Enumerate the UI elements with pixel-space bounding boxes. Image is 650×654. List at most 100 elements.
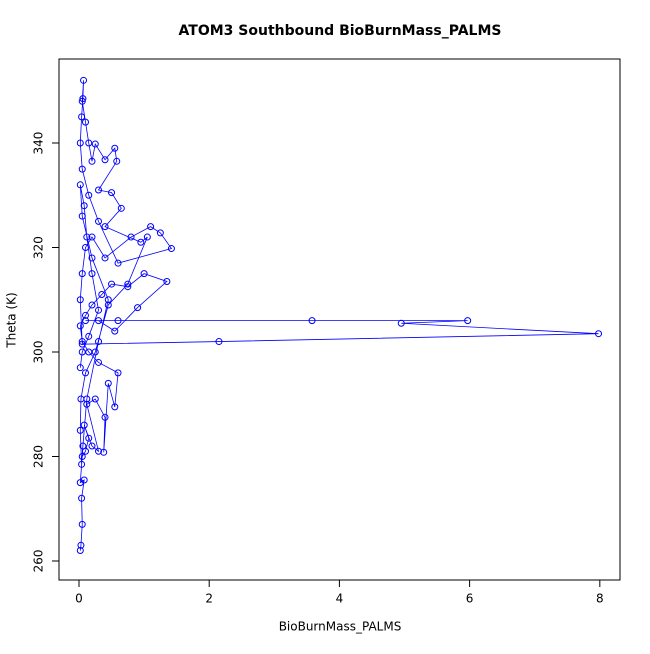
data-point — [308, 317, 316, 325]
data-point — [464, 317, 472, 325]
data-point — [114, 259, 122, 267]
data-point — [88, 254, 96, 262]
data-point — [78, 97, 86, 105]
data-point — [95, 317, 103, 325]
data-point — [78, 165, 86, 173]
data-point — [78, 338, 86, 346]
data-point — [111, 327, 119, 335]
data-point — [88, 157, 96, 165]
data-point — [100, 448, 108, 456]
data-point — [147, 223, 155, 231]
data-point — [78, 113, 86, 121]
data-point — [78, 520, 86, 528]
data-point — [397, 319, 405, 327]
data-point — [85, 139, 93, 147]
data-point — [81, 317, 89, 325]
data-point — [98, 291, 106, 299]
y-tick-label: 300 — [32, 341, 46, 364]
data-point — [80, 202, 88, 210]
data-point — [85, 332, 93, 340]
data-point — [76, 364, 84, 372]
data-point — [140, 270, 148, 278]
data-point — [95, 306, 103, 314]
data-point — [81, 311, 89, 319]
data-point — [215, 338, 223, 346]
y-tick-label: 260 — [32, 550, 46, 573]
data-point — [95, 186, 103, 194]
data-point — [78, 340, 86, 348]
data-point — [78, 460, 86, 468]
data-point — [76, 296, 84, 304]
data-point — [78, 212, 86, 220]
x-axis-label: BioBurnMass_PALMS — [279, 620, 402, 634]
data-point — [88, 233, 96, 241]
data-point — [85, 348, 93, 356]
x-tick-label: 0 — [75, 592, 83, 606]
chart-title: ATOM3 Southbound BioBurnMass_PALMS — [179, 23, 502, 39]
x-tick-label: 6 — [466, 592, 474, 606]
data-point — [595, 330, 603, 338]
data-point — [101, 156, 109, 164]
data-point — [108, 189, 116, 197]
y-tick-label: 320 — [32, 236, 46, 259]
y-tick-label: 280 — [32, 445, 46, 468]
data-point — [85, 191, 93, 199]
data-point — [104, 301, 112, 309]
data-point — [81, 244, 89, 252]
data-point — [137, 238, 145, 246]
data-point — [114, 369, 122, 377]
data-point — [117, 204, 125, 212]
data-point — [78, 494, 86, 502]
data-point — [83, 400, 91, 408]
data-line — [79, 80, 599, 551]
data-point — [81, 369, 89, 377]
data-point — [91, 348, 99, 356]
data-point — [85, 434, 93, 442]
data-point — [81, 118, 89, 126]
data-point — [76, 139, 84, 147]
data-point — [134, 304, 142, 312]
data-point — [76, 426, 84, 434]
x-tick-label: 4 — [336, 592, 344, 606]
data-point — [101, 254, 109, 262]
data-point — [114, 317, 122, 325]
data-point — [156, 229, 164, 237]
data-point — [79, 95, 87, 103]
data-point — [167, 245, 175, 253]
y-axis-label: Theta (K) — [5, 292, 19, 348]
y-tick-label: 340 — [32, 132, 46, 155]
data-point — [124, 283, 132, 291]
data-point — [76, 322, 84, 330]
data-point — [163, 277, 171, 285]
data-point — [88, 442, 96, 450]
data-point — [80, 76, 88, 84]
data-point — [101, 413, 109, 421]
data-point — [77, 541, 85, 549]
data-point — [95, 358, 103, 366]
data-point — [91, 140, 99, 148]
data-point — [95, 447, 103, 455]
x-tick-label: 8 — [596, 592, 604, 606]
data-point — [95, 338, 103, 346]
data-point — [78, 270, 86, 278]
data-point — [76, 181, 84, 189]
data-point — [143, 233, 151, 241]
data-point — [111, 403, 119, 411]
data-point — [80, 421, 88, 429]
data-point — [113, 157, 121, 165]
data-point — [78, 452, 86, 460]
data-point — [76, 547, 84, 555]
data-point — [76, 479, 84, 487]
data-point — [78, 348, 86, 356]
data-point — [95, 217, 103, 225]
data-point — [127, 233, 135, 241]
data-point — [104, 379, 112, 387]
data-point — [101, 223, 109, 231]
data-point — [91, 395, 99, 403]
data-point — [108, 280, 116, 288]
data-point — [88, 301, 96, 309]
data-point — [83, 233, 91, 241]
data-point — [104, 296, 112, 304]
